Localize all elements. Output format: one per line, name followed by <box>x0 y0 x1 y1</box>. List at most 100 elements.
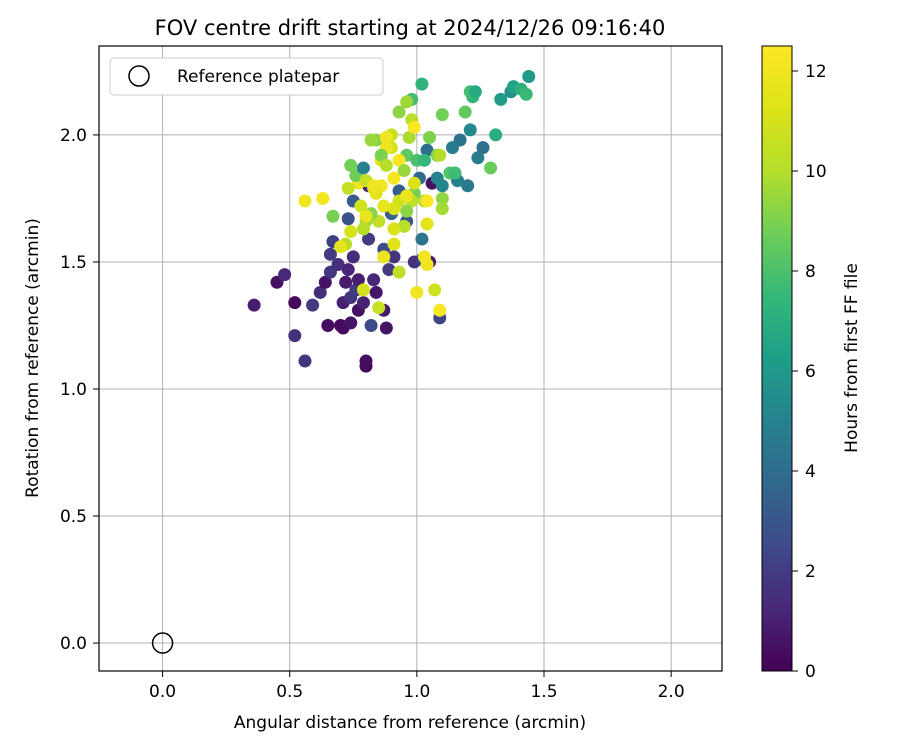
data-point <box>468 85 482 99</box>
data-point <box>415 232 429 246</box>
data-point <box>313 285 327 299</box>
data-point <box>387 250 401 264</box>
legend-marker <box>128 65 150 87</box>
data-point <box>387 222 401 236</box>
data-point <box>372 301 386 315</box>
data-point <box>407 176 421 190</box>
colorbar-gradient <box>761 45 793 672</box>
data-point <box>323 247 337 261</box>
y-tick-label: 1.5 <box>60 253 87 273</box>
data-point <box>407 120 421 134</box>
x-tick-label: 1.0 <box>403 682 430 702</box>
x-axis-ticks: 0.0 0.5 1.0 1.5 2.0 <box>149 671 685 702</box>
data-point <box>341 181 355 195</box>
data-point <box>522 69 536 83</box>
data-point <box>463 123 477 137</box>
data-point <box>364 133 378 147</box>
data-point <box>519 87 533 101</box>
data-point <box>420 217 434 231</box>
data-point <box>458 105 472 119</box>
x-tick-label: 0.5 <box>276 682 303 702</box>
data-point <box>494 92 508 106</box>
data-point <box>359 209 373 223</box>
colorbar: 0 2 4 6 8 10 12 Hours from first FF file <box>761 45 862 682</box>
data-point <box>326 209 340 223</box>
data-point <box>382 263 396 277</box>
data-point <box>435 202 449 216</box>
colorbar-tick-label: 2 <box>805 562 816 582</box>
data-point <box>433 148 447 162</box>
colorbar-label: Hours from first FF file <box>842 263 862 453</box>
data-point <box>344 316 358 330</box>
data-point <box>435 191 449 205</box>
data-point <box>417 250 431 264</box>
data-point <box>476 141 490 155</box>
data-point <box>359 354 373 368</box>
data-point <box>387 202 401 216</box>
data-point <box>392 265 406 279</box>
data-point <box>318 275 332 289</box>
data-point <box>288 296 302 310</box>
data-point <box>356 296 370 310</box>
data-points <box>247 69 536 373</box>
x-tick-label: 0.0 <box>149 682 176 702</box>
colorbar-tick-label: 0 <box>805 662 816 682</box>
legend-box <box>109 57 384 96</box>
data-point <box>341 263 355 277</box>
data-point <box>420 194 434 208</box>
data-point <box>344 224 358 238</box>
data-point <box>369 285 383 299</box>
colorbar-tick-label: 6 <box>805 362 816 382</box>
data-point <box>288 329 302 343</box>
data-point <box>423 130 437 144</box>
data-point <box>364 318 378 332</box>
data-point <box>435 179 449 193</box>
data-point <box>356 222 370 236</box>
data-point <box>377 199 391 213</box>
data-point <box>489 128 503 142</box>
data-point <box>354 199 368 213</box>
data-point <box>392 153 406 167</box>
data-point <box>278 268 292 282</box>
y-tick-label: 0.0 <box>60 634 87 654</box>
data-point <box>367 179 381 193</box>
data-point <box>387 237 401 251</box>
data-point <box>397 219 411 233</box>
data-point <box>321 318 335 332</box>
data-point <box>334 240 348 254</box>
data-point <box>379 130 393 144</box>
data-point <box>298 354 312 368</box>
data-point <box>247 298 261 312</box>
colorbar-tick-label: 12 <box>805 62 827 82</box>
reference-platepar-marker <box>151 632 174 654</box>
legend-label: Reference platepar <box>177 67 339 87</box>
data-point <box>410 285 424 299</box>
data-point <box>415 77 429 91</box>
data-point <box>420 143 434 157</box>
data-point <box>448 166 462 180</box>
data-point <box>428 283 442 297</box>
data-point <box>400 189 414 203</box>
colorbar-tick-label: 4 <box>805 462 816 482</box>
chart-title: FOV centre drift starting at 2024/12/26 … <box>155 16 666 40</box>
data-point <box>400 95 414 109</box>
data-point <box>397 163 411 177</box>
data-point <box>356 283 370 297</box>
data-point <box>453 133 467 147</box>
data-point <box>346 250 360 264</box>
data-point <box>387 171 401 185</box>
data-point <box>377 250 391 264</box>
data-point <box>374 148 388 162</box>
data-point <box>471 151 485 165</box>
colorbar-tick-label: 8 <box>805 262 816 282</box>
colorbar-ticks: 0 2 4 6 8 10 12 <box>792 62 827 682</box>
data-point <box>461 179 475 193</box>
data-point <box>400 204 414 218</box>
x-tick-label: 2.0 <box>658 682 685 702</box>
legend: Reference platepar <box>109 57 384 96</box>
colorbar-tick-label: 10 <box>805 162 827 182</box>
data-point <box>417 153 431 167</box>
data-point <box>344 158 358 172</box>
data-point <box>341 212 355 226</box>
